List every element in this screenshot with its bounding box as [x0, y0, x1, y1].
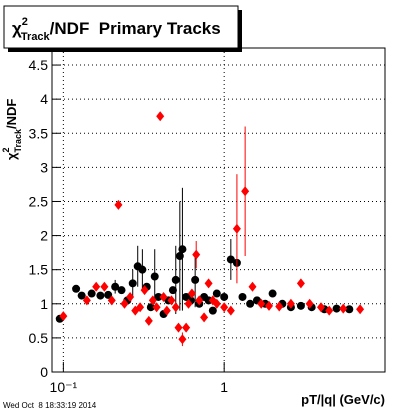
marker: [226, 305, 235, 316]
marker: [82, 295, 91, 306]
x-axis-label: pT/|q| (GeV/c): [301, 392, 385, 407]
ylabel-sup: 2: [1, 148, 11, 153]
marker: [275, 301, 284, 312]
marker: [220, 302, 229, 313]
marker: [296, 278, 305, 289]
marker: [59, 311, 68, 322]
chart-title: χ2 Track/NDF Primary Tracks: [12, 16, 221, 43]
marker: [107, 295, 116, 306]
marker: [257, 298, 266, 309]
ylabel-text: /NDF: [4, 99, 19, 129]
y-tick-label: 4: [40, 91, 48, 107]
marker: [148, 295, 157, 306]
marker: [92, 281, 101, 292]
marker: [162, 305, 171, 316]
x-tick-label: 10⁻¹: [50, 379, 78, 395]
marker: [140, 285, 149, 296]
y-tick-label: 3: [40, 159, 48, 175]
marker: [96, 291, 105, 300]
marker: [265, 300, 274, 311]
marker: [178, 334, 187, 345]
marker: [117, 286, 126, 295]
marker: [156, 111, 165, 122]
marker: [175, 252, 184, 261]
ylabel-sub: Track: [13, 128, 23, 153]
title-sup: 2: [22, 16, 28, 28]
y-tick-label: 4.5: [29, 57, 49, 73]
y-tick-label: 0: [40, 364, 48, 380]
marker: [87, 289, 96, 298]
marker: [126, 291, 135, 302]
marker: [111, 282, 120, 291]
marker: [168, 286, 177, 295]
marker: [339, 303, 348, 314]
marker: [212, 298, 221, 309]
marker: [128, 279, 137, 288]
marker: [72, 284, 81, 293]
marker: [138, 265, 147, 274]
marker: [246, 299, 255, 308]
title-symbol: χ: [12, 19, 22, 38]
marker: [154, 292, 163, 301]
marker: [208, 306, 217, 315]
marker: [159, 291, 168, 302]
marker: [356, 304, 365, 315]
marker: [317, 302, 326, 313]
x-tick-label: 1: [220, 379, 228, 395]
marker: [345, 305, 354, 314]
marker: [200, 312, 209, 323]
y-tick-label: 0.5: [29, 330, 49, 346]
marker: [171, 302, 180, 313]
marker: [114, 199, 123, 210]
marker: [226, 255, 235, 264]
marker: [248, 281, 257, 292]
marker: [152, 302, 161, 313]
marker: [305, 298, 314, 309]
marker: [296, 301, 305, 310]
marker: [100, 281, 109, 292]
marker: [241, 186, 250, 197]
marker: [286, 298, 295, 309]
y-tick-label: 1.5: [29, 262, 49, 278]
marker: [104, 290, 113, 299]
marker: [150, 272, 159, 281]
y-tick-label: 2: [40, 228, 48, 244]
marker: [232, 223, 241, 234]
marker: [187, 288, 196, 299]
title-box: [3, 5, 239, 49]
y-tick-label: 3.5: [29, 125, 49, 141]
marker: [268, 289, 277, 298]
marker: [171, 275, 180, 284]
marker: [77, 291, 86, 300]
footer: Wed Oct 8 18:33:19 2014: [3, 401, 97, 410]
marker: [144, 315, 153, 326]
marker: [192, 249, 201, 260]
marker: [212, 289, 221, 298]
marker: [178, 245, 187, 254]
ylabel-symbol: χ: [4, 152, 19, 160]
marker: [120, 298, 129, 309]
title-sub: Track: [21, 31, 51, 43]
y-axis-label: χ2 Track/NDF: [1, 99, 23, 160]
marker: [184, 298, 193, 309]
marker: [182, 322, 191, 333]
y-tick-label: 1: [40, 296, 48, 312]
y-tick-label: 2.5: [29, 193, 49, 209]
marker: [195, 295, 204, 306]
marker: [238, 292, 247, 301]
marker: [332, 304, 341, 313]
marker: [191, 275, 200, 284]
marker: [220, 292, 229, 301]
marker: [136, 302, 145, 313]
marker: [325, 305, 334, 316]
marker: [204, 278, 213, 289]
marker: [167, 295, 176, 306]
marker: [174, 322, 183, 333]
title-text: /NDF Primary Tracks: [50, 19, 221, 38]
